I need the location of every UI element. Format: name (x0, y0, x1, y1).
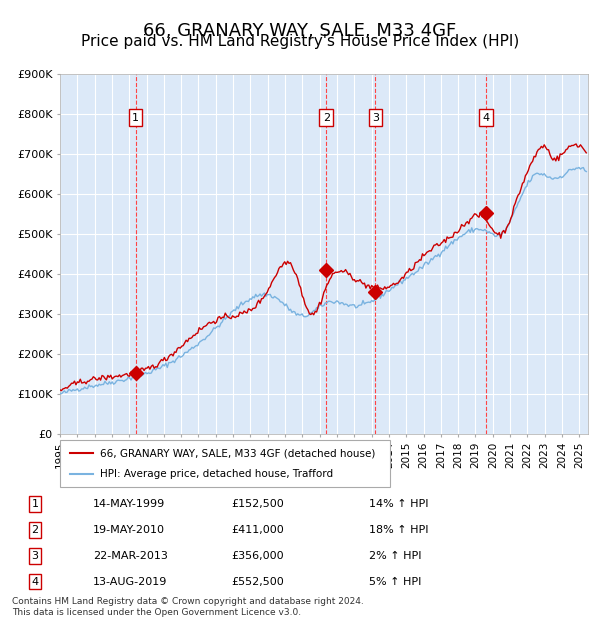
Text: 66, GRANARY WAY, SALE, M33 4GF (detached house): 66, GRANARY WAY, SALE, M33 4GF (detached… (100, 448, 375, 458)
Text: 2: 2 (323, 113, 330, 123)
Text: £356,000: £356,000 (231, 551, 284, 560)
Text: £552,500: £552,500 (231, 577, 284, 587)
Text: £152,500: £152,500 (231, 499, 284, 509)
Text: 14-MAY-1999: 14-MAY-1999 (92, 499, 165, 509)
Text: 14% ↑ HPI: 14% ↑ HPI (369, 499, 428, 509)
Text: HPI: Average price, detached house, Trafford: HPI: Average price, detached house, Traf… (100, 469, 333, 479)
Text: 5% ↑ HPI: 5% ↑ HPI (369, 577, 421, 587)
Text: 66, GRANARY WAY, SALE, M33 4GF: 66, GRANARY WAY, SALE, M33 4GF (143, 22, 457, 40)
Text: 3: 3 (372, 113, 379, 123)
Text: 18% ↑ HPI: 18% ↑ HPI (369, 525, 428, 535)
Text: 22-MAR-2013: 22-MAR-2013 (92, 551, 167, 560)
Text: 3: 3 (32, 551, 38, 560)
Text: 1: 1 (132, 113, 139, 123)
Text: 19-MAY-2010: 19-MAY-2010 (92, 525, 164, 535)
FancyBboxPatch shape (60, 440, 390, 487)
Text: 2: 2 (31, 525, 38, 535)
Text: 4: 4 (482, 113, 490, 123)
Text: Contains HM Land Registry data © Crown copyright and database right 2024.
This d: Contains HM Land Registry data © Crown c… (12, 598, 364, 617)
Text: 13-AUG-2019: 13-AUG-2019 (92, 577, 167, 587)
Text: 2% ↑ HPI: 2% ↑ HPI (369, 551, 422, 560)
Text: 4: 4 (31, 577, 38, 587)
Text: 1: 1 (32, 499, 38, 509)
Text: Price paid vs. HM Land Registry's House Price Index (HPI): Price paid vs. HM Land Registry's House … (81, 34, 519, 49)
Text: £411,000: £411,000 (231, 525, 284, 535)
